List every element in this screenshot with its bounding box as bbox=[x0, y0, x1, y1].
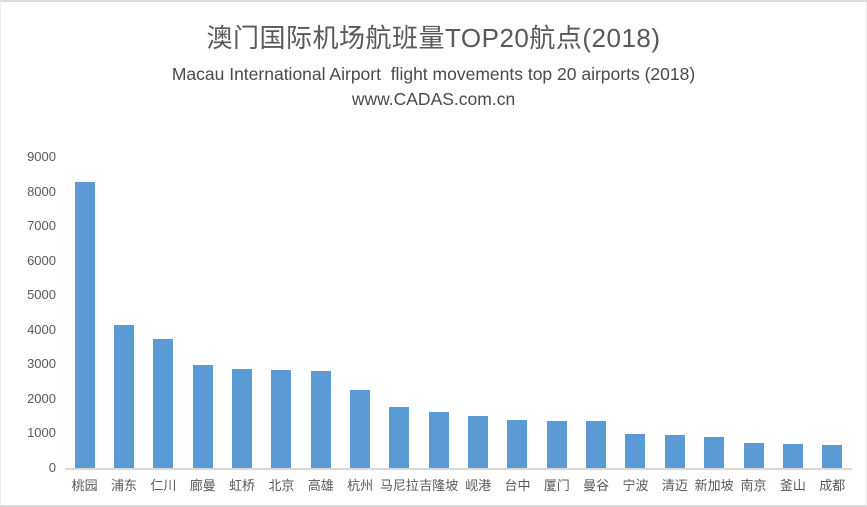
bar-slot bbox=[498, 157, 537, 468]
x-axis-label: 清迈 bbox=[661, 478, 688, 493]
bar-slot bbox=[773, 157, 812, 468]
bar-slot bbox=[104, 157, 143, 468]
bar-series bbox=[65, 157, 852, 468]
y-axis-tick-label: 8000 bbox=[27, 183, 56, 199]
y-axis-tick-label: 9000 bbox=[27, 149, 56, 164]
bar bbox=[389, 406, 410, 468]
bar-slot bbox=[655, 157, 694, 468]
x-axis-label: 桃园 bbox=[71, 478, 98, 493]
y-axis-tick-label: 3000 bbox=[27, 356, 56, 372]
bar bbox=[586, 421, 607, 468]
bar bbox=[192, 365, 213, 468]
x-axis-label: 台中 bbox=[504, 478, 531, 493]
bar-slot bbox=[695, 157, 734, 468]
bar bbox=[232, 369, 253, 468]
bar bbox=[625, 433, 646, 468]
bar bbox=[310, 371, 331, 468]
x-axis-label: 虹桥 bbox=[229, 478, 256, 493]
bar-slot bbox=[301, 157, 340, 468]
y-axis-tick-label: 4000 bbox=[27, 321, 56, 337]
x-axis-label: 高雄 bbox=[307, 478, 334, 493]
x-axis-label: 浦东 bbox=[111, 478, 138, 493]
x-axis-label: 厦门 bbox=[543, 478, 570, 493]
x-axis: 桃园 浦东 仁川 廊曼 虹桥 北京 高雄 杭州 马尼拉 吉隆坡 岘港 台中 厦门 曼谷 宁波 清迈 新加坡 南京釜… bbox=[65, 475, 852, 494]
plot-area: 0 1000 2000 3000 4000 5000 6000 7000 8000 9000 桃园… bbox=[27, 150, 852, 493]
y-axis: 0 1000 2000 3000 4000 5000 6000 7000 8000 9000 bbox=[7, 150, 65, 475]
y-axis-tick-label: 0 bbox=[48, 460, 56, 475]
x-axis-label: 釜山 bbox=[779, 478, 806, 493]
x-axis-label: 北京 bbox=[268, 478, 295, 493]
bar-slot bbox=[65, 157, 104, 468]
bar-slot bbox=[576, 157, 615, 468]
bar-slot bbox=[616, 157, 655, 468]
x-axis-label: 宁波 bbox=[622, 478, 649, 493]
source-watermark: www.CADAS.com.cn bbox=[351, 89, 516, 109]
y-axis-tick-label: 1000 bbox=[27, 425, 56, 441]
x-axis-label: 岘港 bbox=[465, 478, 492, 493]
bar bbox=[664, 434, 685, 468]
bar bbox=[74, 181, 95, 468]
bar-slot bbox=[340, 157, 379, 468]
bar bbox=[507, 420, 528, 468]
chart-subtitle: Macau International Airport flight movem… bbox=[171, 64, 696, 84]
bar-slot bbox=[458, 157, 497, 468]
bar bbox=[428, 412, 449, 468]
x-axis-label: 成都 bbox=[819, 478, 846, 493]
bar bbox=[114, 324, 135, 468]
bar-slot bbox=[734, 157, 773, 468]
title-block: 澳门国际机场航班量TOP20航点(2018) Macau Internation… bbox=[1, 18, 866, 110]
bar-slot bbox=[222, 157, 261, 468]
bar bbox=[350, 390, 371, 468]
y-axis-tick-label: 6000 bbox=[27, 252, 56, 268]
bar bbox=[822, 444, 843, 468]
x-axis-label: 仁川 bbox=[150, 478, 177, 493]
bar-slot bbox=[262, 157, 301, 468]
bar bbox=[468, 415, 489, 468]
bar-slot bbox=[537, 157, 576, 468]
bar bbox=[704, 436, 725, 468]
x-axis-label: 南京 bbox=[740, 478, 767, 493]
x-axis-label: 廊曼 bbox=[189, 478, 216, 493]
y-axis-tick-label: 5000 bbox=[27, 287, 56, 303]
bar-slot bbox=[183, 157, 222, 468]
bar-slot bbox=[813, 157, 852, 468]
x-axis-label: 吉隆坡 bbox=[419, 478, 459, 493]
chart-title: 澳门国际机场航班量TOP20航点(2018) bbox=[206, 23, 661, 53]
bar-slot bbox=[144, 157, 183, 468]
bar-slot bbox=[419, 157, 458, 468]
bar bbox=[782, 443, 803, 468]
x-axis-label: 杭州 bbox=[347, 478, 374, 493]
y-axis-tick-label: 7000 bbox=[27, 218, 56, 234]
bar-slot bbox=[380, 157, 419, 468]
bar bbox=[271, 370, 292, 468]
bar bbox=[743, 443, 764, 468]
x-axis-label: 马尼拉 bbox=[379, 478, 419, 493]
bar bbox=[546, 421, 567, 468]
bar bbox=[153, 338, 174, 468]
x-axis-label: 新加坡 bbox=[694, 478, 734, 493]
y-axis-tick-label: 2000 bbox=[27, 390, 56, 406]
x-axis-label: 曼谷 bbox=[583, 478, 610, 493]
